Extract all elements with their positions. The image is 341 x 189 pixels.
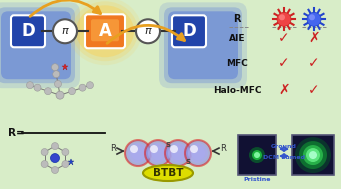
Circle shape [79,84,86,91]
Text: π: π [145,26,151,36]
Text: ✗: ✗ [278,83,290,97]
Circle shape [136,19,160,43]
Circle shape [53,71,60,78]
Circle shape [57,23,67,33]
Circle shape [303,145,323,165]
Text: Pristine: Pristine [243,177,271,181]
FancyBboxPatch shape [238,135,276,175]
FancyBboxPatch shape [85,14,125,48]
Text: BTBT: BTBT [153,168,183,178]
FancyBboxPatch shape [1,11,71,79]
Text: D: D [182,22,196,40]
FancyBboxPatch shape [0,7,75,83]
Text: MFC: MFC [226,59,248,68]
Circle shape [168,143,188,163]
Circle shape [51,143,59,149]
Ellipse shape [68,0,142,65]
Circle shape [279,14,285,20]
FancyBboxPatch shape [0,2,80,88]
FancyBboxPatch shape [11,15,45,47]
Circle shape [41,160,48,167]
Circle shape [62,149,69,156]
Text: D: D [21,22,35,40]
Text: ✓: ✓ [278,31,290,45]
Circle shape [307,12,321,26]
Circle shape [50,154,59,163]
Circle shape [309,14,315,20]
Text: ✓: ✓ [308,56,320,70]
Text: π: π [62,26,69,36]
Circle shape [53,19,77,43]
Circle shape [299,141,327,169]
Circle shape [87,82,93,89]
Circle shape [191,146,205,160]
Circle shape [55,81,61,88]
FancyBboxPatch shape [172,15,206,47]
Circle shape [165,140,191,166]
FancyBboxPatch shape [292,135,334,175]
Circle shape [306,148,320,162]
Circle shape [252,150,262,160]
FancyBboxPatch shape [91,19,119,41]
Circle shape [51,64,59,71]
Circle shape [295,137,331,173]
Text: A: A [99,22,112,40]
Text: S: S [186,159,191,165]
Circle shape [188,143,208,163]
Circle shape [128,143,148,163]
Circle shape [69,88,75,95]
Ellipse shape [143,165,193,181]
Text: ✓: ✓ [308,83,320,97]
Text: ✗: ✗ [308,31,320,45]
Circle shape [190,145,198,153]
Circle shape [41,149,48,156]
Circle shape [140,23,150,33]
Text: Halo-MFC: Halo-MFC [213,86,261,95]
FancyBboxPatch shape [168,11,238,79]
Circle shape [249,147,265,163]
Ellipse shape [76,5,134,57]
Text: R: R [220,144,226,153]
Circle shape [171,146,185,160]
Text: R: R [233,14,241,24]
Circle shape [148,143,168,163]
Text: ✓: ✓ [278,56,290,70]
Circle shape [125,140,151,166]
Circle shape [170,145,178,153]
Circle shape [44,88,51,95]
Circle shape [309,151,317,159]
Text: AIE: AIE [229,34,245,43]
FancyBboxPatch shape [164,7,242,83]
Circle shape [151,146,165,160]
FancyBboxPatch shape [159,2,247,88]
Circle shape [185,140,211,166]
Text: R: R [110,144,116,153]
Circle shape [62,160,69,167]
Circle shape [34,84,41,91]
Circle shape [254,152,260,158]
Text: R=: R= [8,128,25,138]
Text: DCM Fumed: DCM Fumed [263,155,305,160]
Text: Ground: Ground [271,144,297,149]
Circle shape [131,146,145,160]
Text: S: S [165,142,170,148]
Ellipse shape [72,1,138,61]
Circle shape [56,91,64,99]
Circle shape [277,12,291,26]
Circle shape [150,145,158,153]
Circle shape [145,140,171,166]
Circle shape [51,167,59,174]
Circle shape [27,82,33,89]
Circle shape [130,145,138,153]
